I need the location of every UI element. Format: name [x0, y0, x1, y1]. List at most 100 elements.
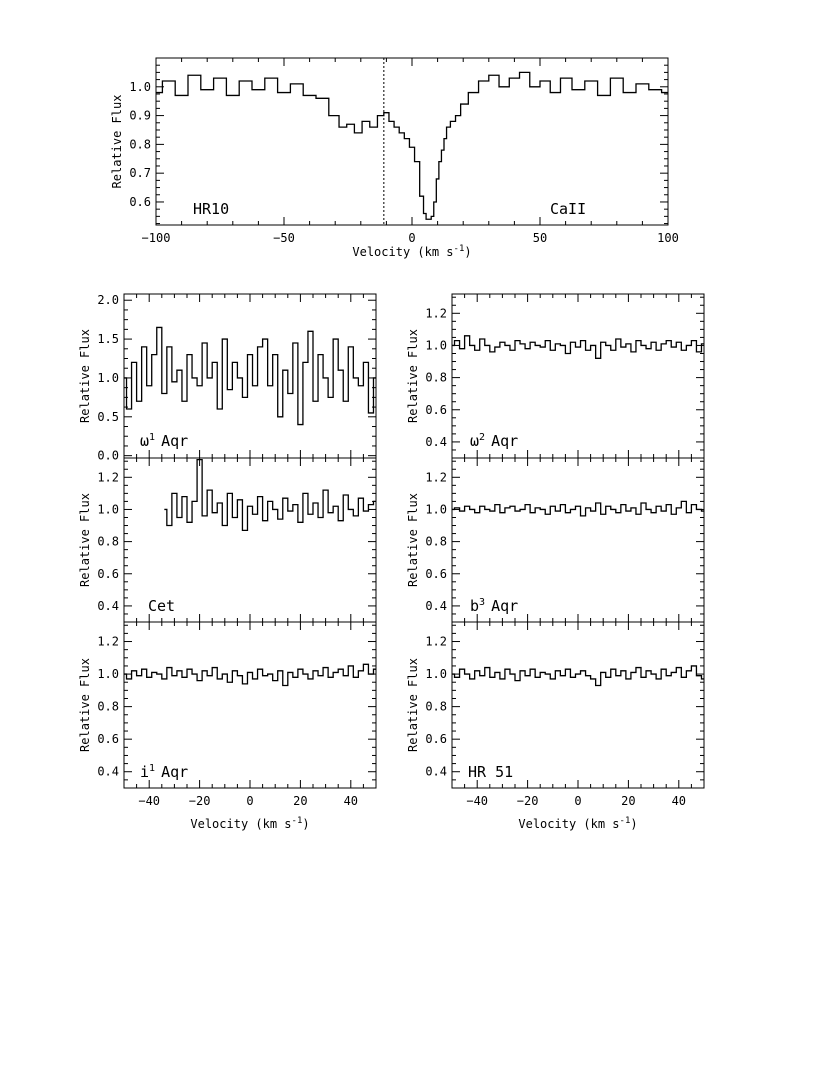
star-label-main: ω	[140, 432, 149, 450]
y-tick-label: 1.0	[425, 667, 447, 681]
y-tick-label: 0.9	[129, 109, 151, 123]
y-tick-label: 0.8	[129, 137, 151, 151]
y-tick-label: 0.4	[97, 765, 119, 779]
star-label: Cet	[148, 597, 175, 615]
y-tick-label: 0.6	[129, 195, 151, 209]
plot-frame	[452, 294, 704, 458]
star-label-sup: 2	[479, 432, 485, 443]
panel-cet: 0.4 0.6 0.8 1.0 1.2 Relative Flux Cet	[78, 458, 376, 622]
y-tick-label: 1.0	[129, 80, 151, 94]
star-label-main: Cet	[148, 597, 175, 615]
star-label-main: ω	[470, 432, 479, 450]
x-tick-label: −100	[142, 231, 171, 245]
x-tick-label: −20	[517, 794, 539, 808]
star-label-main: b	[470, 597, 479, 615]
x-tick-label: 40	[672, 794, 686, 808]
y-tick-label: 1.2	[425, 306, 447, 320]
y-tick-label: 0.8	[425, 535, 447, 549]
x-tick-label: 20	[621, 794, 635, 808]
y-tick-label: 1.5	[97, 332, 119, 346]
y-tick-label: 1.0	[97, 667, 119, 681]
x-tick-label: 0	[246, 794, 253, 808]
y-tick-label: 1.0	[97, 371, 119, 385]
y-tick-label: 0.8	[97, 535, 119, 549]
y-tick-label: 0.4	[425, 599, 447, 613]
x-tick-label: 50	[533, 231, 547, 245]
x-tick-label: −40	[138, 794, 160, 808]
x-tick-label: −50	[273, 231, 295, 245]
star-label-rest: Aqr	[491, 597, 518, 615]
y-tick-label: 1.0	[425, 502, 447, 516]
y-tick-label: 0.8	[425, 371, 447, 385]
x-tick-label: 0	[574, 794, 581, 808]
x-tick-label: 100	[657, 231, 679, 245]
y-axis-label: Relative Flux	[110, 95, 124, 189]
y-tick-label: 0.6	[97, 567, 119, 581]
y-tick-label: 0.4	[97, 599, 119, 613]
y-tick-label: 0.0	[97, 449, 119, 463]
y-tick-label: 1.2	[97, 470, 119, 484]
plot-frame	[156, 58, 668, 225]
star-label-rest: Aqr	[161, 432, 188, 450]
flux-series	[164, 460, 376, 531]
star-label: HR10	[193, 200, 229, 218]
flux-series	[156, 72, 668, 219]
y-axis-label: Relative Flux	[406, 493, 420, 587]
star-label-main: HR 51	[468, 763, 513, 781]
panel-b3-aqr: 0.4 0.6 0.8 1.0 1.2 Relative Flux b3 Aqr	[406, 458, 704, 622]
x-axis-label: Velocity (km s-1)	[190, 816, 309, 831]
star-label: ω2 Aqr	[470, 432, 518, 450]
x-axis-label: Velocity (km s-1)	[352, 244, 471, 259]
y-tick-label: 0.4	[425, 435, 447, 449]
x-tick-label: 20	[293, 794, 307, 808]
line-label: CaII	[550, 200, 586, 218]
y-axis-label: Relative Flux	[78, 329, 92, 423]
x-tick-label: 0	[408, 231, 415, 245]
y-tick-label: 0.8	[97, 700, 119, 714]
panel-hr51: 0.4 0.6 0.8 1.0 1.2 −40 −20 0 20 40 Relative Flux V…	[406, 622, 704, 831]
star-label-sup: 1	[149, 432, 155, 443]
star-label-main: i	[140, 763, 149, 781]
y-tick-label: 0.4	[425, 765, 447, 779]
y-axis-label: Relative Flux	[78, 493, 92, 587]
star-label-sup: 3	[479, 597, 485, 608]
x-tick-label: −40	[466, 794, 488, 808]
star-label: ω1 Aqr	[140, 432, 188, 450]
panel-i1-aqr: 0.4 0.6 0.8 1.0 1.2 −40 −20 0 20 40 Relative Flux V…	[78, 622, 376, 831]
star-label-rest: Aqr	[491, 432, 518, 450]
y-axis-label: Relative Flux	[78, 658, 92, 752]
y-tick-label: 0.6	[425, 403, 447, 417]
star-label: i1 Aqr	[140, 763, 188, 781]
flux-series	[124, 327, 376, 424]
y-tick-label: 1.2	[425, 470, 447, 484]
y-tick-label: 0.6	[425, 732, 447, 746]
star-label: HR 51	[468, 763, 513, 781]
y-axis-label: Relative Flux	[406, 658, 420, 752]
flux-series	[452, 501, 704, 515]
star-label-rest: Aqr	[161, 763, 188, 781]
y-tick-label: 1.2	[425, 635, 447, 649]
y-tick-label: 0.6	[425, 567, 447, 581]
panel-omega2-aqr: 0.4 0.6 0.8 1.0 1.2 Relative Flux ω2 Aqr	[406, 294, 704, 458]
x-tick-label: 40	[344, 794, 358, 808]
y-axis-label: Relative Flux	[406, 329, 420, 423]
star-label: b3 Aqr	[470, 597, 518, 615]
y-tick-label: 0.6	[97, 732, 119, 746]
x-axis-label: Velocity (km s-1)	[518, 816, 637, 831]
y-tick-label: 1.2	[97, 635, 119, 649]
panel-hr10: 0.6 0.7 0.8 0.9 1.0 −100 −50 0 50 100 Relative Flu…	[110, 58, 679, 259]
flux-series	[452, 336, 704, 359]
star-label-sup: 1	[149, 763, 155, 774]
y-tick-label: 0.7	[129, 166, 151, 180]
y-tick-label: 2.0	[97, 293, 119, 307]
y-tick-label: 0.8	[425, 700, 447, 714]
flux-series	[452, 666, 704, 686]
y-tick-label: 1.0	[97, 502, 119, 516]
flux-series	[124, 664, 376, 685]
y-tick-label: 0.5	[97, 410, 119, 424]
panel-omega1-aqr: 0.0 0.5 1.0 1.5 2.0 Relative Flux ω1 Aqr	[78, 293, 376, 462]
x-tick-label: −20	[189, 794, 211, 808]
plot-frame	[452, 458, 704, 622]
y-tick-label: 1.0	[425, 338, 447, 352]
